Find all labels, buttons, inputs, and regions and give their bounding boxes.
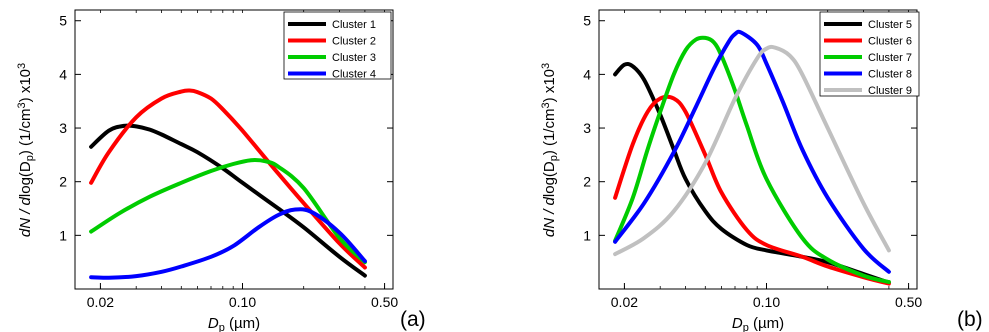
series-line-cluster-7 xyxy=(613,35,891,284)
y-tick-label: 3 xyxy=(59,120,67,136)
series-line-cluster-1 xyxy=(89,123,367,278)
series-layer xyxy=(89,88,367,280)
panel-label: (b) xyxy=(957,308,983,331)
x-axis-label: Dp (µm) xyxy=(732,315,784,332)
axis-ticks: 1 2 3 4 5 0.02 0.10 0.50 xyxy=(59,10,398,310)
x-tick-label: 0.50 xyxy=(371,294,398,310)
series-line-cluster-3 xyxy=(89,158,367,265)
series-line-cluster-2 xyxy=(89,88,367,270)
y-tick-label: 2 xyxy=(59,174,67,190)
legend: Cluster 1 Cluster 2 Cluster 3 Cluster 4 xyxy=(283,11,392,81)
legend-label: Cluster 7 xyxy=(868,52,912,64)
y-tick-label: 4 xyxy=(59,66,67,82)
panel-label: (a) xyxy=(400,308,426,331)
legend-label: Cluster 8 xyxy=(868,69,912,81)
series-line-cluster-4 xyxy=(89,207,367,280)
series-line-cluster-5 xyxy=(613,61,891,285)
y-tick-label: 3 xyxy=(583,120,591,136)
x-tick-label: 0.02 xyxy=(611,294,638,310)
series-layer xyxy=(613,29,891,286)
y-tick-label: 4 xyxy=(583,66,591,82)
axis-ticks: 1 2 3 4 5 0.02 0.10 0.50 xyxy=(583,10,922,310)
x-tick-label: 0.10 xyxy=(229,294,256,310)
legend-label: Cluster 3 xyxy=(332,52,376,64)
plot-frame xyxy=(74,9,394,290)
series-line-cluster-9 xyxy=(613,44,891,257)
y-tick-label: 5 xyxy=(583,13,591,29)
y-tick-label: 2 xyxy=(583,174,591,190)
legend-label: Cluster 6 xyxy=(868,36,912,48)
y-axis-label: dN / dlog(Dp) (1/cm3) x103 xyxy=(16,63,36,237)
x-axis-label: Dp (µm) xyxy=(208,315,260,332)
legend: Cluster 5 Cluster 6 Cluster 7 Cluster 8 Clus… xyxy=(819,11,920,97)
y-tick-label: 5 xyxy=(59,13,67,29)
x-tick-label: 0.50 xyxy=(895,294,922,310)
series-line-cluster-6 xyxy=(613,94,891,286)
plot-frame xyxy=(598,9,918,290)
y-tick-label: 1 xyxy=(583,227,591,243)
legend-label: Cluster 2 xyxy=(332,36,376,48)
legend-label: Cluster 4 xyxy=(332,69,376,81)
y-axis-label: dN / dlog(Dp) (1/cm3) x103 xyxy=(540,63,560,237)
legend-label: Cluster 9 xyxy=(868,85,912,97)
legend-label: Cluster 5 xyxy=(868,19,912,31)
series-line-cluster-8 xyxy=(613,29,891,274)
legend-label: Cluster 1 xyxy=(332,19,376,31)
y-tick-label: 1 xyxy=(59,227,67,243)
x-tick-label: 0.10 xyxy=(753,294,780,310)
x-tick-label: 0.02 xyxy=(87,294,114,310)
